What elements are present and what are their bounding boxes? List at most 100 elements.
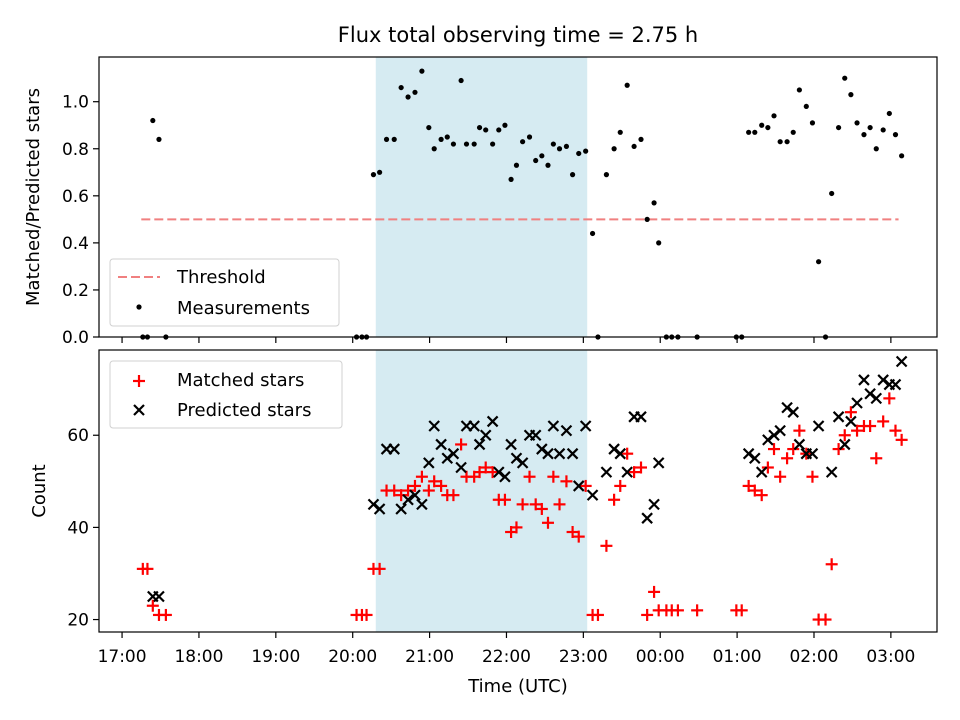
predicted-point <box>388 443 400 455</box>
matched-point <box>479 461 492 474</box>
legend-matched-swatch <box>133 375 145 387</box>
matched-point <box>498 493 511 506</box>
predicted-point <box>428 420 440 432</box>
matched-point <box>146 599 159 612</box>
measurement-point <box>638 136 644 142</box>
predicted-point <box>542 447 554 460</box>
measurement-point <box>576 150 582 157</box>
predicted-point <box>614 447 627 460</box>
measurement-point <box>848 92 854 98</box>
predicted-point <box>373 503 386 515</box>
predicted-point <box>572 480 585 492</box>
measurement-point <box>502 122 508 128</box>
predicted-point <box>832 411 845 423</box>
matched-point <box>486 466 499 479</box>
matched-point <box>641 608 654 621</box>
predicted-point <box>889 378 902 391</box>
predicted-point <box>486 415 499 428</box>
measurement-point <box>842 75 848 81</box>
measurement-point <box>556 146 563 152</box>
x-axis-label: Time (UTC) <box>467 676 568 697</box>
measurement-point <box>550 141 556 147</box>
measurement-point <box>526 134 533 140</box>
matched-point <box>838 429 851 442</box>
predicted-point <box>870 392 883 405</box>
measurement-point <box>563 143 570 150</box>
top-shaded-region <box>375 57 588 337</box>
x-tick-label: 01:00 <box>713 647 762 667</box>
predicted-point <box>409 489 421 501</box>
measurement-point <box>419 68 425 74</box>
matched-point <box>600 539 613 552</box>
top-legend-box <box>109 258 340 327</box>
chart-title: Flux total observing time = 2.75 h <box>338 23 698 47</box>
matched-point <box>608 493 621 506</box>
measurement-point <box>589 230 596 237</box>
predicted-point <box>529 429 542 442</box>
matched-point <box>572 530 585 543</box>
measurement-point <box>835 124 842 131</box>
measurement-point <box>583 148 589 154</box>
matched-point <box>889 424 902 437</box>
x-tick-label: 17:00 <box>98 647 147 667</box>
matched-point <box>541 516 554 529</box>
predicted-point <box>579 420 592 432</box>
matched-point <box>761 461 774 474</box>
matched-point <box>473 466 486 479</box>
bottom-axes-frame <box>98 349 938 633</box>
measurement-point <box>867 124 873 131</box>
predicted-point <box>749 452 761 465</box>
predicted-point <box>858 374 870 386</box>
measurement-point <box>383 136 390 142</box>
matched-point <box>787 443 800 456</box>
matched-point <box>415 470 428 483</box>
measurement-points <box>140 68 905 340</box>
x-tick-label: 19:00 <box>251 647 300 667</box>
measurement-point <box>520 139 526 145</box>
measurement-point <box>426 124 432 131</box>
predicted-point <box>793 438 806 451</box>
measurement-point <box>463 141 470 147</box>
measurement-point <box>656 240 662 246</box>
matched-point <box>591 608 604 621</box>
measurement-point <box>829 190 835 197</box>
measurement-point <box>513 162 520 168</box>
bottom-y-ticks: 20 40 60 <box>67 426 99 631</box>
measurement-point <box>790 129 796 135</box>
measurement-point <box>490 141 496 147</box>
x-tick-label: 21:00 <box>405 647 454 667</box>
matched-point <box>895 433 908 446</box>
predicted-point <box>153 590 165 603</box>
matched-point <box>621 447 634 460</box>
measurement-point <box>765 124 771 131</box>
matched-point <box>768 443 781 456</box>
top-y-tick-label: 0.8 <box>62 140 89 160</box>
predicted-point <box>473 438 486 451</box>
x-tick-label: 00:00 <box>636 647 685 667</box>
matched-point <box>883 392 896 405</box>
matched-point <box>851 424 864 437</box>
measurement-point <box>508 176 514 182</box>
x-tick-label: 23:00 <box>559 647 608 667</box>
top-y-tick-label: 0.0 <box>62 328 89 348</box>
predicted-point <box>516 457 529 469</box>
top-y-tick-label: 0.4 <box>62 234 89 254</box>
predicted-points <box>147 355 908 603</box>
matched-point <box>523 470 536 483</box>
matched-point <box>428 475 441 488</box>
matched-point <box>159 608 172 621</box>
measurement-point <box>899 153 905 159</box>
top-y-ticks: 0.0 0.2 0.4 0.6 0.8 1.0 <box>62 93 99 348</box>
measurement-point <box>496 127 502 133</box>
measurement-point <box>861 132 867 138</box>
predicted-point <box>787 406 800 418</box>
measurement-point <box>603 172 610 178</box>
measurement-point <box>476 124 483 131</box>
matched-point <box>825 558 838 571</box>
measurement-point <box>431 146 437 152</box>
matched-point <box>748 484 761 497</box>
predicted-point <box>845 415 857 428</box>
predicted-point <box>566 447 579 460</box>
measurement-point <box>644 216 650 222</box>
